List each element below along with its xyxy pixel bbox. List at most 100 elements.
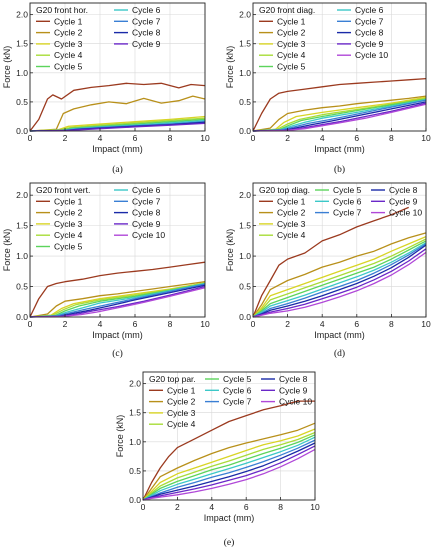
legend-entry: Cycle 2: [54, 208, 83, 218]
legend-entry: Cycle 8: [132, 208, 161, 218]
legend-entry: Cycle 9: [389, 196, 418, 206]
y-tick-label: 0.5: [239, 282, 251, 292]
legend-entry: Cycle 3: [277, 39, 306, 49]
x-tick-label: 2: [285, 133, 290, 143]
legend-entry: Cycle 10: [355, 50, 388, 60]
chart-panel-1: 0 2 4 6 8 10 0.0 0.5 1.0 1.5 2.0 Impact (mm) Force (…: [2, 2, 210, 175]
plot-frame: [252, 182, 427, 318]
x-axis-label: Impact (mm): [92, 330, 143, 340]
x-tick-label: 4: [320, 133, 325, 143]
legend-entry: Cycle 6: [223, 385, 252, 395]
legend-entry: Cycle 8: [389, 185, 418, 195]
y-tick-label: 0.5: [239, 97, 251, 107]
x-tick-label: 0: [28, 319, 33, 329]
legend-entry: Cycle 1: [277, 16, 306, 26]
legend-entry: Cycle 2: [167, 397, 196, 407]
y-tick-label: 0.5: [16, 282, 28, 292]
x-axis-label: Impact (mm): [204, 513, 255, 523]
series-line-cycle-10: [252, 251, 427, 318]
y-tick-label: 0.5: [129, 466, 141, 476]
x-tick-label: 6: [133, 133, 138, 143]
series-line-cycle-2: [29, 281, 206, 318]
y-tick-label: 0.0: [239, 312, 251, 322]
x-tick-label: 10: [310, 502, 320, 512]
series-line-cycle-7: [142, 439, 316, 501]
series-line-cycle-3: [29, 282, 206, 318]
legend-entry: Cycle 7: [355, 16, 384, 26]
x-tick-label: 8: [389, 319, 394, 329]
x-tick-label: 8: [278, 502, 283, 512]
y-axis-label: Force (kN): [115, 415, 125, 458]
series-line-cycle-1: [252, 206, 409, 318]
plot-frame: [29, 182, 206, 318]
legend-entry: Cycle 6: [132, 185, 161, 195]
legend-entry: Cycle 5: [277, 62, 306, 72]
legend-entry: Cycle 1: [54, 16, 83, 26]
legend-entry: Cycle 5: [54, 62, 83, 72]
series-line-cycle-8: [252, 244, 427, 318]
y-tick-label: 1.0: [239, 68, 251, 78]
x-tick-label: 4: [98, 133, 103, 143]
series-line-cycle-6: [142, 436, 316, 501]
x-tick-label: 10: [421, 319, 431, 329]
series-line-cycle-1: [29, 82, 206, 132]
x-tick-label: 6: [244, 502, 249, 512]
panel-label: (e): [224, 537, 235, 548]
x-tick-label: 4: [320, 319, 325, 329]
y-axis-label: Force (kN): [225, 46, 235, 89]
x-tick-label: 6: [354, 319, 359, 329]
series-line-cycle-1: [29, 261, 206, 318]
legend-entry: Cycle 5: [333, 185, 362, 195]
y-tick-label: 0.0: [129, 495, 141, 505]
series-line-cycle-5: [29, 282, 206, 318]
series-line-cycle-4: [252, 238, 427, 318]
legend-entry: Cycle 2: [54, 28, 83, 38]
y-tick-label: 1.5: [129, 408, 141, 418]
series-line-cycle-4: [29, 282, 206, 318]
legend-entry: Cycle 9: [132, 39, 161, 49]
legend-entry: Cycle 4: [54, 50, 83, 60]
x-tick-label: 4: [98, 319, 103, 329]
y-tick-label: 2.0: [16, 10, 28, 20]
x-tick-label: 0: [251, 319, 256, 329]
y-tick-label: 1.0: [16, 251, 28, 261]
legend-entry: Cycle 3: [277, 219, 306, 229]
legend-title: G20 top diag.: [259, 185, 310, 195]
y-axis-label: Force (kN): [2, 46, 12, 89]
series-line-cycle-2: [142, 422, 316, 501]
x-axis-label: Impact (mm): [92, 144, 143, 154]
x-tick-label: 0: [141, 502, 146, 512]
y-tick-label: 0.0: [16, 312, 28, 322]
legend-title: G20 top par.: [149, 374, 196, 384]
y-tick-label: 1.5: [239, 221, 251, 231]
x-tick-label: 2: [63, 319, 68, 329]
y-tick-label: 1.5: [16, 221, 28, 231]
legend-entry: Cycle 5: [223, 374, 252, 384]
y-tick-label: 1.0: [16, 68, 28, 78]
series-line-cycle-6: [252, 242, 427, 318]
plot-frame: [142, 371, 316, 501]
chart-panel-4: 0 2 4 6 8 10 0.0 0.5 1.0 1.5 2.0 Impact (mm) Force (…: [225, 182, 431, 359]
x-tick-label: 0: [28, 133, 33, 143]
legend-entry: Cycle 6: [132, 5, 161, 15]
series-line-cycle-2: [29, 95, 206, 132]
legend-entry: Cycle 8: [279, 374, 308, 384]
x-tick-label: 2: [63, 133, 68, 143]
chart-panel-2: 0 2 4 6 8 10 0.0 0.5 1.0 1.5 2.0 Impact (mm) Force (…: [225, 2, 431, 175]
plot-frame: [29, 2, 206, 132]
x-tick-label: 10: [200, 319, 210, 329]
x-tick-label: 8: [168, 133, 173, 143]
legend-entry: Cycle 9: [355, 39, 384, 49]
series-line-cycle-9: [142, 445, 316, 501]
y-tick-label: 1.0: [239, 251, 251, 261]
series-line-cycle-2: [252, 232, 427, 318]
legend-entry: Cycle 9: [279, 385, 308, 395]
series-line-cycle-10: [29, 287, 206, 318]
x-tick-label: 0: [251, 133, 256, 143]
legend-entry: Cycle 4: [277, 50, 306, 60]
legend-entry: Cycle 6: [355, 5, 384, 15]
x-tick-label: 4: [209, 502, 214, 512]
y-tick-label: 2.0: [239, 190, 251, 200]
series-line-cycle-1: [252, 77, 427, 132]
y-axis-label: Force (kN): [2, 229, 12, 272]
